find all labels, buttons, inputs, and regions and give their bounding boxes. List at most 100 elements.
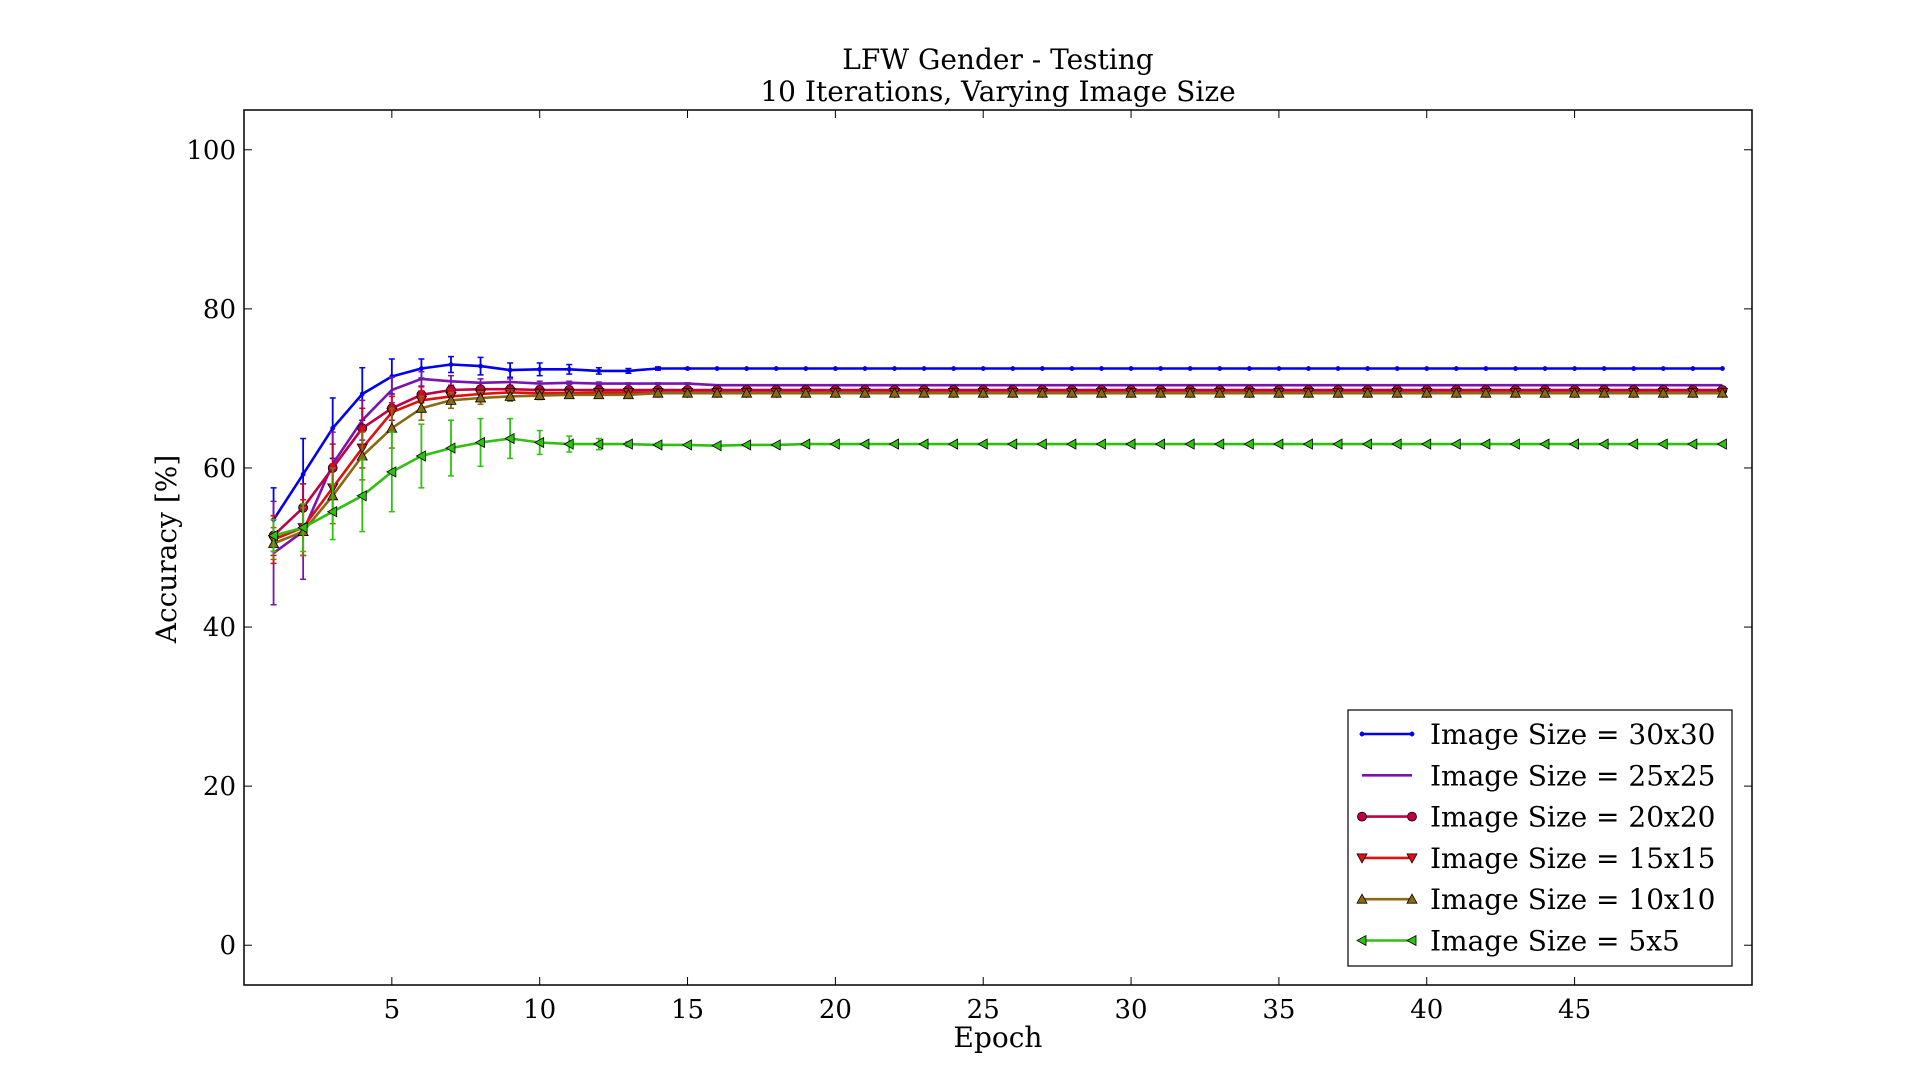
series-group [267, 417, 1727, 553]
data-point [799, 438, 811, 450]
series-line [272, 377, 1723, 555]
data-point [1420, 438, 1432, 450]
data-point [711, 387, 723, 398]
x-tick-label: 45 [1558, 995, 1591, 1025]
y-tick-label: 80 [203, 295, 236, 325]
legend-swatch-marker [1407, 811, 1417, 822]
data-point [832, 366, 838, 371]
data-point [829, 387, 842, 398]
x-axis-label: Epoch [954, 1021, 1043, 1054]
data-point [859, 438, 870, 450]
data-point [740, 387, 753, 398]
data-point [1306, 366, 1311, 371]
x-tick-label: 40 [1410, 995, 1443, 1025]
data-point [859, 387, 871, 398]
data-point [977, 438, 988, 450]
data-point [685, 366, 690, 371]
data-point [592, 438, 604, 450]
data-point [770, 439, 781, 451]
data-point [1660, 366, 1666, 371]
data-point [1039, 366, 1045, 371]
data-point [1572, 366, 1578, 371]
data-point [1217, 366, 1223, 371]
data-point [593, 388, 605, 400]
data-point [1539, 438, 1550, 450]
data-point [770, 387, 782, 398]
data-point [504, 390, 516, 401]
series-line [272, 363, 1723, 521]
data-point [474, 436, 485, 449]
series-line [273, 391, 1723, 545]
data-point [1568, 387, 1581, 398]
data-point [1542, 366, 1548, 371]
data-point [652, 387, 664, 398]
legend-label: Image Size = 20x20 [1430, 801, 1715, 834]
data-point [681, 387, 694, 398]
data-point [415, 450, 426, 462]
data-point [1214, 387, 1226, 398]
series-line [273, 437, 1723, 537]
data-point [1158, 366, 1164, 371]
data-point [1716, 438, 1727, 450]
data-point [1184, 387, 1196, 398]
data-point [1095, 387, 1108, 398]
data-point [1627, 438, 1639, 450]
y-tick-label: 100 [186, 136, 236, 166]
series-group [270, 355, 1725, 553]
series-layer [267, 355, 1729, 606]
data-point [1184, 438, 1195, 450]
data-point [448, 362, 454, 367]
legend-swatch-marker [1359, 731, 1365, 737]
data-point [1036, 387, 1049, 398]
legend-label: Image Size = 5x5 [1430, 925, 1680, 958]
data-point [622, 388, 635, 400]
data-point [1509, 438, 1520, 450]
data-point [652, 439, 663, 451]
data-point [1361, 438, 1373, 450]
data-point [386, 466, 397, 478]
legend-swatch-marker [1357, 811, 1367, 822]
series-group [267, 387, 1729, 565]
x-tick-label: 5 [384, 995, 401, 1025]
chart-subtitle: 10 Iterations, Varying Image Size [760, 75, 1235, 108]
y-axis-label: Accuracy [%] [150, 455, 183, 645]
data-point [1128, 366, 1134, 371]
series-group [268, 384, 1728, 557]
plot-frame [243, 109, 1753, 986]
data-point [1099, 366, 1104, 371]
data-point [563, 438, 574, 450]
data-point [1365, 366, 1371, 371]
data-point [803, 366, 809, 371]
data-point [1273, 438, 1284, 450]
data-point [1010, 366, 1016, 371]
data-point [1125, 438, 1136, 450]
legend-label: Image Size = 15x15 [1430, 842, 1715, 875]
data-point [1421, 387, 1433, 398]
data-point [1243, 387, 1256, 398]
legend-swatch-marker [1356, 893, 1368, 904]
data-point [1657, 438, 1668, 450]
data-point [714, 366, 720, 371]
data-point [533, 436, 545, 449]
data-point [330, 425, 336, 431]
x-tick-label: 35 [1262, 995, 1295, 1025]
data-point [1394, 366, 1400, 371]
data-point [918, 387, 930, 398]
data-point [1690, 366, 1696, 371]
data-point [356, 490, 367, 502]
data-point [1628, 387, 1640, 398]
data-point [888, 387, 901, 398]
data-point [1424, 366, 1430, 371]
legend-swatch-marker [1406, 853, 1418, 864]
x-tick-label: 10 [523, 995, 556, 1025]
y-tick-label: 40 [203, 613, 236, 643]
x-tick-label: 15 [671, 995, 704, 1025]
data-point [1007, 387, 1019, 398]
data-point [951, 366, 957, 371]
legend-swatch-marker [1406, 893, 1418, 904]
data-point [1391, 387, 1403, 398]
data-point [326, 506, 338, 518]
data-point [1509, 387, 1522, 398]
data-point [1719, 366, 1725, 371]
data-point [1246, 366, 1252, 371]
